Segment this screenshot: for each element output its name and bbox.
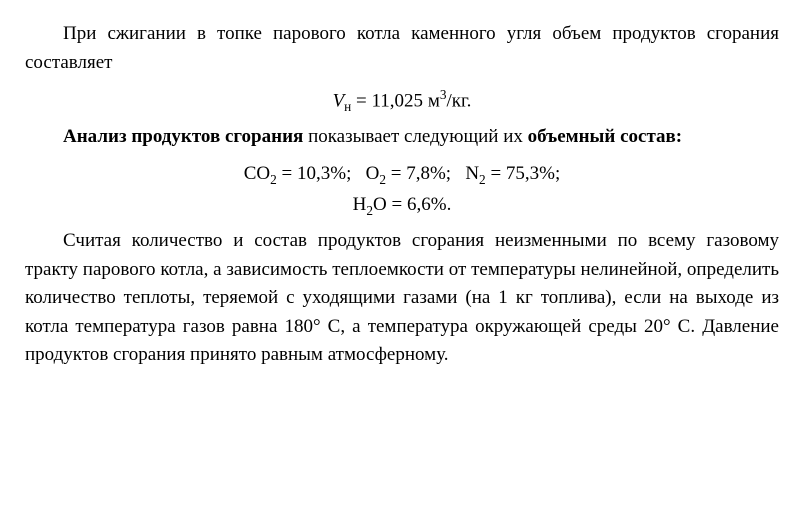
composition-line2: H2O = 6,6%. [25,191,779,221]
h2o-o: O [373,194,387,215]
analysis-bold: Анализ продуктов сгорания [63,126,303,147]
analysis-bold2: объемный состав: [528,126,682,147]
h2o-equals: = [392,194,407,215]
n2-value: 75,3% [506,163,555,184]
intro-paragraph: При сжигании в топке парового котла каме… [25,20,779,77]
sep1: ; [346,163,361,184]
h2o-h: H [353,194,367,215]
formula-unit-suffix: /кг. [447,90,472,111]
n2-label: N [465,163,479,184]
analysis-paragraph: Анализ продуктов сгорания показывает сле… [25,123,779,152]
o2-value: 7,8% [406,163,446,184]
o2-equals: = [391,163,406,184]
formula-value: 11,025 [372,90,424,111]
co2-equals: = [282,163,297,184]
composition-block: CO2 = 10,3%; O2 = 7,8%; N2 = 75,3%; H2O … [25,160,779,221]
h2o-value: 6,6% [407,194,447,215]
equals-sign: = [356,90,371,111]
formula-unit-sup: 3 [440,87,447,102]
co2-label: CO [244,163,270,184]
composition-line1: CO2 = 10,3%; O2 = 7,8%; N2 = 75,3%; [25,160,779,190]
problem-text: Считая количество и состав продуктов сго… [25,230,779,365]
period: . [447,194,452,215]
volume-formula: Vн = 11,025 м3/кг. [25,85,779,117]
sep2: ; [446,163,461,184]
sep3: ; [555,163,560,184]
o2-label: O [366,163,380,184]
n2-equals: = [490,163,505,184]
formula-unit-base: м [428,90,440,111]
o2-sub: 2 [379,171,386,186]
n2-sub: 2 [479,171,486,186]
intro-text: При сжигании в топке парового котла каме… [25,23,779,73]
co2-value: 10,3% [297,163,346,184]
formula-subscript: н [344,99,351,114]
formula-variable: V [333,90,345,111]
co2-sub: 2 [270,171,277,186]
problem-paragraph: Считая количество и состав продуктов сго… [25,227,779,370]
analysis-rest: показывает следующий их [303,126,527,147]
